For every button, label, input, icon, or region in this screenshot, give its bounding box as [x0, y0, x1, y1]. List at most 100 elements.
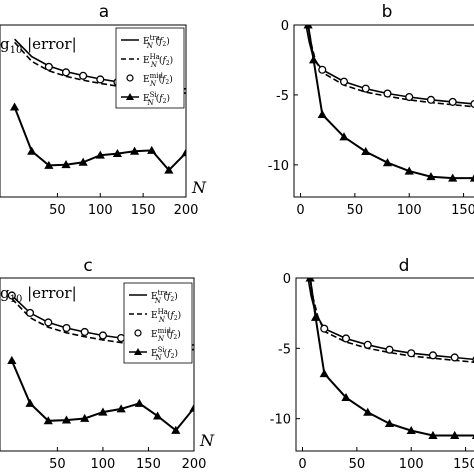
axis-ticks-b: 0 50 100 150 0 -5 -10 — [268, 19, 474, 218]
legend-a: Etra N (f2)EHa N (f2)Emid N (f2)ESi N (f2) — [115, 27, 185, 109]
series-d — [305, 278, 474, 439]
point-mid — [361, 84, 370, 93]
legend-label: EHa N (f2) — [151, 308, 181, 324]
point-mid — [44, 318, 53, 327]
point-Si — [61, 415, 72, 424]
panel-a: a 50 100 150 200 g10 |error| N Etra N (f2)EHa… — [0, 2, 207, 218]
point-Si — [450, 430, 460, 439]
y-tick-label: -10 — [268, 159, 289, 174]
series-b — [303, 25, 474, 182]
y-tick-label: -5 — [278, 342, 291, 357]
x-tick-label: 50 — [347, 203, 364, 218]
legend-marker — [134, 348, 142, 355]
point-mid — [426, 95, 436, 104]
x-tick-label: 100 — [88, 203, 113, 218]
x-tick-label: 150 — [136, 457, 161, 472]
panel-c: c 50 100 150 200 g10 |error| N Etra N (f2)EHa… — [0, 256, 215, 472]
point-mid — [470, 99, 474, 109]
series-line-Si — [10, 360, 194, 432]
x-tick-label: 50 — [49, 457, 66, 472]
y-tick-label: -5 — [276, 89, 289, 104]
point-mid — [26, 308, 35, 317]
point-Si — [116, 404, 126, 413]
point-Si — [448, 173, 458, 182]
axes-box-c — [0, 277, 195, 452]
xlabel-c: N — [199, 431, 215, 450]
point-Si — [171, 425, 181, 434]
axis-ticks-d: 0 50 100 150 0 -5 -10 — [270, 272, 474, 472]
point-mid — [407, 349, 416, 358]
point-Si — [25, 398, 35, 407]
point-Si — [317, 109, 327, 118]
panel-label-b: b — [382, 2, 393, 22]
point-mid — [62, 323, 71, 333]
point-Si — [9, 102, 20, 111]
point-Si — [80, 413, 90, 422]
point-Si — [303, 25, 313, 29]
point-Si — [428, 430, 438, 439]
point-Si — [181, 148, 186, 157]
panel-b: b 0 50 100 150 0 -5 -10 — [268, 2, 474, 218]
point-Si — [129, 146, 140, 155]
point-mid — [341, 334, 351, 343]
point-Si — [339, 132, 349, 141]
point-Si — [27, 146, 37, 155]
x-tick-label: 150 — [453, 457, 474, 472]
point-mid — [7, 291, 16, 300]
point-Si — [406, 426, 416, 435]
point-Si — [361, 146, 371, 156]
legend-c: Etra N (f2)EHa N (f2)Emid N (f2)ESi N (f2) — [123, 282, 193, 364]
point-Si — [305, 278, 315, 282]
series-line-Ha — [309, 278, 474, 363]
point-mid — [383, 89, 392, 98]
point-mid — [363, 340, 372, 349]
point-Si — [404, 166, 414, 175]
x-tick-label: 100 — [91, 457, 116, 472]
point-Si — [134, 398, 144, 407]
x-tick-label: 150 — [131, 203, 156, 218]
x-tick-label: 200 — [182, 457, 207, 472]
point-mid — [98, 331, 107, 340]
ylabel-c: g10 |error| — [0, 284, 77, 305]
point-mid — [320, 324, 329, 333]
point-Si — [363, 407, 373, 416]
x-tick-label: 50 — [49, 203, 66, 218]
point-Si — [61, 160, 71, 169]
y-tick-label: 0 — [281, 19, 289, 34]
point-mid — [44, 62, 53, 71]
point-mid — [448, 97, 457, 106]
x-ticks-a: 50 100 150 200 — [49, 193, 198, 218]
axes-box-b — [293, 24, 474, 198]
point-Si — [319, 369, 329, 378]
axes-box-d — [295, 277, 474, 452]
point-mid — [428, 351, 438, 360]
point-mid — [79, 71, 88, 80]
legend-label: Emid N (f2) — [151, 327, 181, 343]
legend-marker — [134, 329, 142, 337]
x-tick-label: 200 — [174, 203, 199, 218]
point-Si — [43, 416, 53, 425]
point-Si — [7, 355, 17, 364]
panel-label-a: a — [99, 2, 109, 22]
point-Si — [147, 145, 157, 154]
panel-label-c: c — [83, 256, 92, 276]
x-tick-label: 50 — [349, 457, 366, 472]
point-mid — [318, 65, 327, 74]
series-line-Ha — [307, 25, 474, 108]
point-mid — [61, 68, 71, 77]
point-Si — [95, 150, 105, 159]
point-Si — [308, 55, 319, 64]
legend-marker — [126, 74, 134, 82]
x-tick-label: 150 — [451, 203, 474, 218]
legend-label: Emid N (f2) — [143, 72, 173, 88]
point-Si — [78, 157, 88, 166]
point-Si — [384, 418, 395, 428]
point-Si — [469, 174, 474, 182]
point-Si — [382, 158, 393, 167]
x-tick-label: 100 — [397, 203, 422, 218]
panel-label-d: d — [399, 256, 410, 276]
point-mid — [80, 327, 89, 337]
x-ticks-c: 50 100 150 200 — [49, 447, 206, 472]
point-mid — [385, 345, 394, 354]
point-mid — [117, 333, 126, 343]
